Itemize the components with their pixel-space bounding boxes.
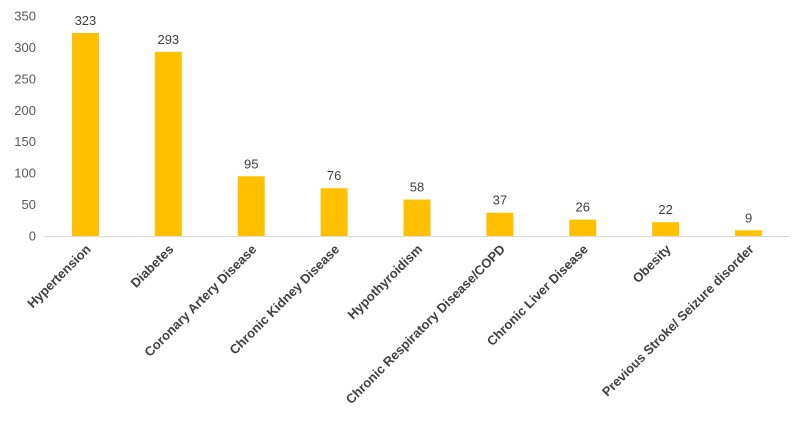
bar-4 [403,199,431,236]
category-label: Previous Stroke/ Seizure disorder [599,242,757,400]
bar-7 [652,222,680,236]
data-label: 293 [157,32,179,47]
data-label: 9 [745,210,752,225]
category-label: Obesity [629,241,674,286]
y-tick-label: 250 [14,71,36,86]
data-label: 37 [493,193,507,208]
y-tick-label: 350 [14,9,36,24]
y-tick-label: 50 [22,197,36,212]
y-tick-label: 150 [14,134,36,149]
y-tick-label: 200 [14,103,36,118]
data-label: 323 [75,13,97,28]
bar-5 [486,212,514,236]
bar-3 [320,188,348,236]
data-label: 58 [410,180,424,195]
bar-0 [71,32,99,236]
data-label: 76 [327,168,341,183]
data-label: 95 [244,156,258,171]
bar-1 [154,51,182,237]
bar-6 [569,219,597,236]
y-tick-label: 100 [14,166,36,181]
category-label: Diabetes [128,242,177,291]
bar-8 [735,230,763,236]
category-label: Chronic Respiratory Disease/COPD [343,242,508,407]
data-label: 22 [658,202,672,217]
bar-2 [237,176,265,236]
y-tick-label: 0 [29,229,36,244]
category-label: Hypothyroidism [345,242,426,323]
y-tick-label: 300 [14,40,36,55]
category-label: Hypertension [24,241,93,310]
data-label: 26 [576,200,590,215]
